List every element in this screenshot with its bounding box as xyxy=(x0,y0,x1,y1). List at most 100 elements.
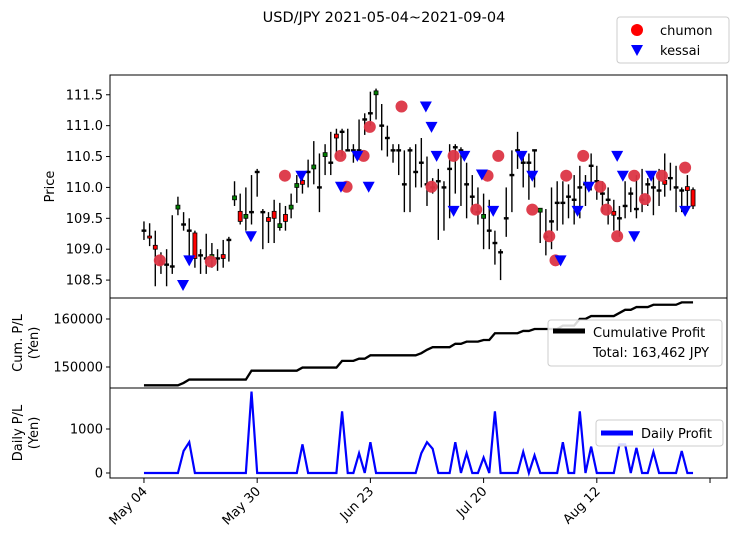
y-axis-label: Price xyxy=(43,171,58,203)
y-axis-label-line: (Yen) xyxy=(27,327,42,360)
chumon-marker xyxy=(526,203,539,216)
candle-body xyxy=(464,183,470,186)
candle-body xyxy=(260,210,266,214)
x-tick-label: May 30 xyxy=(220,484,264,528)
candle-body xyxy=(520,161,526,164)
candle-body xyxy=(503,217,509,220)
chumon-marker xyxy=(470,203,483,216)
candle-body xyxy=(418,161,424,164)
y-axis-label-line: (Yen) xyxy=(27,417,42,450)
candle-body xyxy=(441,186,447,189)
chumon-marker xyxy=(560,169,573,182)
candle-body xyxy=(311,164,317,170)
kessai-marker xyxy=(611,150,624,162)
kessai-marker xyxy=(334,181,347,193)
kessai-marker xyxy=(616,170,629,182)
candle-body xyxy=(175,204,181,210)
candle-body xyxy=(532,149,537,152)
kessai-marker xyxy=(430,150,443,162)
chumon-marker xyxy=(204,255,217,268)
candle-body xyxy=(634,207,639,211)
candle-body xyxy=(186,229,192,232)
x-tick-label: Jul 20 xyxy=(453,484,490,521)
candle-body xyxy=(283,214,288,222)
kessai-marker xyxy=(487,205,500,217)
candle-body xyxy=(379,124,385,127)
chumon-marker xyxy=(600,203,613,216)
kessai-marker xyxy=(183,255,196,267)
kessai-marker xyxy=(515,150,528,162)
candle-body xyxy=(588,164,594,168)
candle-body xyxy=(447,167,453,171)
candle-body xyxy=(407,149,413,152)
y-tick-label: 109.0 xyxy=(66,243,103,258)
kessai-marker xyxy=(628,231,641,243)
candle-body xyxy=(277,223,283,228)
candle-body xyxy=(673,186,679,189)
y-axis-label: Cum. P/L(Yen) xyxy=(11,313,42,371)
candle-body xyxy=(243,214,249,219)
chart-title: USD/JPY 2021-05-04~2021-09-04 xyxy=(263,10,506,26)
panel-frame xyxy=(109,74,728,299)
y-axis-label-line: Cum. P/L xyxy=(11,313,26,371)
x-axis: May 04 May 30 Jun 23 Jul 20 Aug 12 xyxy=(107,478,711,528)
candle-body xyxy=(141,229,147,232)
candle-body xyxy=(334,133,339,139)
cumulative-panel: 150000 160000 Cum. P/L(Yen) xyxy=(11,297,728,389)
candle-body xyxy=(486,229,492,232)
candle-body xyxy=(198,254,203,257)
cumulative-total-text: Total: 163,462 JPY xyxy=(592,346,709,361)
chumon-marker xyxy=(278,169,291,182)
legend-chumon-marker xyxy=(631,24,643,36)
chumon-marker xyxy=(638,193,651,206)
chumon-marker xyxy=(577,149,590,162)
candle-body xyxy=(413,170,419,174)
candle-body xyxy=(339,130,345,134)
y-tick-label: 160000 xyxy=(53,313,103,328)
kessai-marker xyxy=(679,205,692,217)
y-tick-label: 110.5 xyxy=(66,150,103,165)
candle-body xyxy=(396,149,402,152)
kessai-marker xyxy=(244,231,257,243)
candle-body xyxy=(452,146,458,149)
x-tick-label: May 04 xyxy=(107,484,151,528)
y-axis-label: Daily P/L(Yen) xyxy=(11,404,42,461)
candle-body xyxy=(651,186,656,189)
daily-legend-frame xyxy=(595,419,724,447)
cumulative-legend: Cumulative Profit Total: 163,462 JPY xyxy=(547,319,723,367)
candle-body xyxy=(384,136,390,140)
candle-body xyxy=(192,232,198,259)
panel-frame xyxy=(109,387,728,479)
y-tick-label: 108.5 xyxy=(66,274,103,289)
kessai-marker xyxy=(554,255,567,267)
kessai-marker xyxy=(177,280,190,292)
chumon-marker xyxy=(447,149,460,162)
chumon-marker xyxy=(363,120,376,133)
candle-body xyxy=(266,217,271,222)
candle-body xyxy=(481,214,486,219)
candle-body xyxy=(571,198,577,201)
y-tick-label: 0 xyxy=(95,466,103,481)
candle-body xyxy=(254,170,260,174)
kessai-marker xyxy=(419,101,432,113)
candle-body xyxy=(667,176,673,180)
chumon-marker xyxy=(153,254,166,267)
candle-body xyxy=(237,210,243,222)
daily-panel: 0 1000 Daily P/L(Yen) xyxy=(11,387,728,481)
candle-body xyxy=(645,183,651,186)
candle-body xyxy=(622,204,628,208)
candle-body xyxy=(611,210,617,216)
chumon-marker xyxy=(492,149,505,162)
candle-body xyxy=(498,251,503,254)
chumon-marker xyxy=(334,149,347,162)
legend-top: chumon kessai xyxy=(616,16,730,64)
y-tick-label: 111.0 xyxy=(66,119,103,134)
candle-body xyxy=(271,210,277,219)
kessai-marker xyxy=(475,169,488,181)
candle-body xyxy=(373,90,379,96)
legend-chumon-label: chumon xyxy=(660,24,712,39)
candle-body xyxy=(537,207,543,213)
candle-body xyxy=(435,180,441,183)
candle-body xyxy=(554,201,560,205)
